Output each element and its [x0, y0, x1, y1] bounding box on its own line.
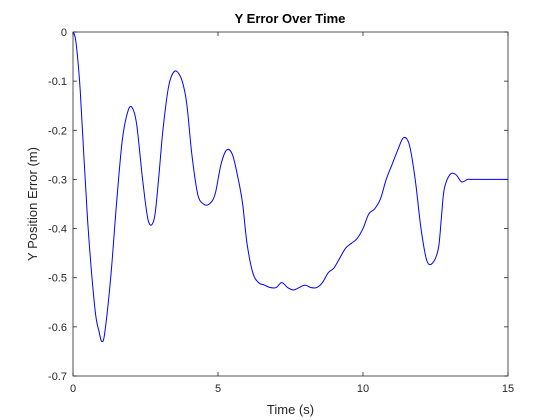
x-tick-label: 10 — [357, 383, 369, 395]
y-tick-label: -0.4 — [48, 224, 67, 236]
series-layer — [72, 31, 508, 343]
x-axis-label: Time (s) — [267, 402, 314, 417]
y-axis: 0 -0.1 -0.2 -0.3 -0.4 -0.5 -0.6 -0.7 — [48, 27, 508, 383]
chart-title: Y Error Over Time — [235, 11, 346, 26]
y-tick-label: -0.1 — [48, 76, 67, 88]
x-tick-label: 5 — [215, 383, 221, 395]
x-tick-label: 0 — [70, 383, 76, 395]
y-tick-label: -0.5 — [48, 273, 67, 285]
y-tick-label: -0.7 — [48, 371, 67, 383]
y-axis-label: Y Position Error (m) — [25, 147, 40, 261]
series-line — [72, 31, 508, 343]
y-tick-label: 0 — [61, 27, 67, 39]
x-tick-label: 15 — [502, 383, 514, 395]
y-tick-label: -0.2 — [48, 125, 67, 137]
x-axis: 0 5 10 15 — [70, 32, 514, 395]
y-tick-label: -0.6 — [48, 322, 67, 334]
y-tick-label: -0.3 — [48, 174, 67, 186]
